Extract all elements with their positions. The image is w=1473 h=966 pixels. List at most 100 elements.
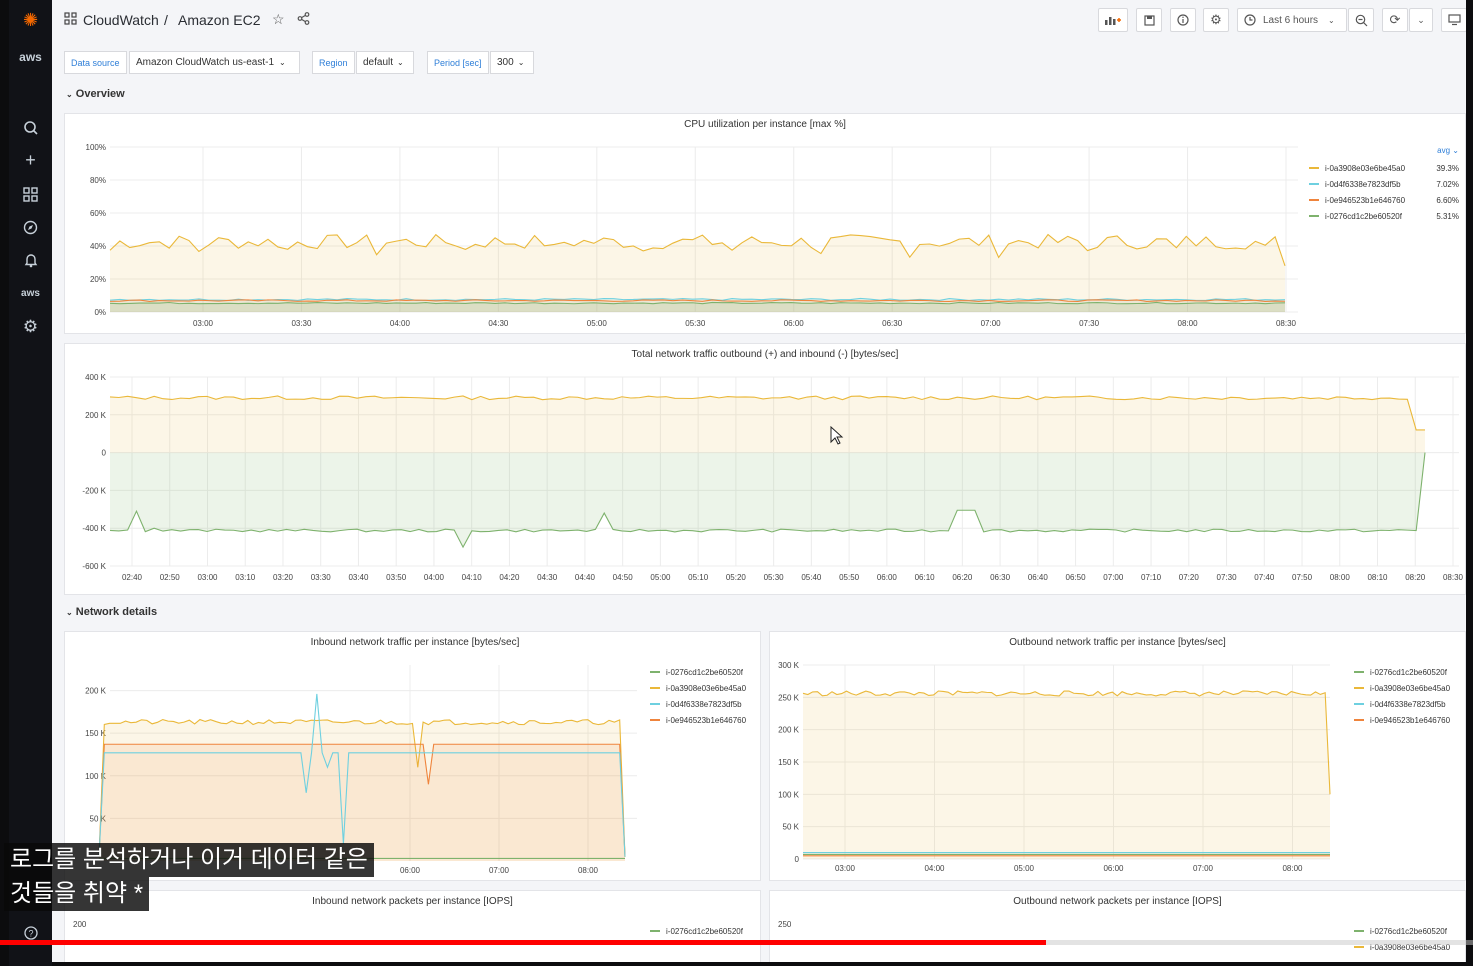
region-variable-select[interactable]: default ⌄ [356,51,414,74]
datasource-variable-value: Amazon CloudWatch us-east-1 [136,57,275,68]
panel-title[interactable]: Inbound network traffic per instance [by… [310,637,520,648]
x-tick-label: 06:30 [990,573,1011,582]
outbound-series-yellow-area [803,690,1330,859]
outbound-traffic-graph[interactable]: 300 K 250 K 200 K 150 K 100 K 50 K 0 03:00 04:00… [770,632,1466,882]
x-tick-label: 04:30 [537,573,558,582]
legend-item[interactable]: i-0276cd1c2be60520f [1354,923,1464,939]
datasource-variable-select[interactable]: Amazon CloudWatch us-east-1 ⌄ [129,51,300,74]
panel-title[interactable]: Total network traffic outbound (+) and i… [631,349,899,360]
legend-item[interactable]: i-0276cd1c2be60520f [1354,664,1464,680]
zoom-out-icon [1355,14,1367,26]
star-icon[interactable]: ☆ [272,11,285,27]
dashboards-grid-icon[interactable] [64,12,77,30]
x-tick-label: 05:30 [764,573,785,582]
info-icon [1177,14,1189,26]
grafana-logo-icon[interactable]: ✺ [22,9,39,30]
dashboards-icon[interactable] [9,183,52,205]
legend-item[interactable]: i-0a3908e03e6be45a0 39.3% [1309,160,1459,176]
chevron-down-icon: ⌄ [517,58,525,67]
x-tick-label: 05:40 [801,573,822,582]
total-network-traffic-graph[interactable]: 400 K 200 K 0 -200 K -400 K -600 K 02:40 02:50 0… [65,344,1466,596]
y-tick-label: 100 K [85,772,107,781]
zoom-out-button[interactable] [1348,8,1374,32]
info-button[interactable] [1170,8,1196,32]
panel-title[interactable]: Outbound network traffic per instance [b… [1009,637,1226,648]
traffic-inbound-area [110,452,1425,548]
clock-icon [1244,14,1256,26]
legend-item[interactable]: i-0e946523b1e646760 [1354,712,1464,728]
y-tick-label: -600 K [82,562,106,571]
x-tick-label: 03:20 [273,573,294,582]
x-tick-label: 06:20 [952,573,973,582]
y-tick-label: 0% [94,308,106,317]
legend-item[interactable]: i-0e946523b1e646760 [650,712,760,728]
refresh-button[interactable]: ⟳ [1382,8,1408,32]
breadcrumb-folder[interactable]: CloudWatch [83,12,159,28]
outbound-traffic-panel[interactable]: Outbound network traffic per instance [b… [769,631,1466,881]
legend-item[interactable]: i-0a3908e03e6be45a0 [650,680,760,696]
legend-item[interactable]: i-0276cd1c2be60520f [650,923,760,939]
inbound-packets-panel[interactable]: Inbound network packets per instance [IO… [64,890,761,962]
refresh-interval-dropdown[interactable]: ⌄ [1409,8,1433,32]
y-tick-label: 250 K [778,693,800,702]
gear-icon[interactable]: ⚙ [22,317,39,336]
breadcrumb-dashboard[interactable]: Amazon EC2 [178,12,261,28]
legend-item[interactable]: i-0a3908e03e6be45a0 [1354,939,1464,955]
outbound-series-yellow-line [802,690,1331,795]
help-icon[interactable]: ? [9,922,52,944]
time-picker-button[interactable]: Last 6 hours ⌄ [1237,8,1347,32]
video-progress-bar[interactable] [0,940,1473,945]
video-subtitle: 로그를 분석하거나 이거 데이터 같은 것들을 취약 * [4,843,374,911]
panel-title[interactable]: Outbound network packets per instance [I… [1013,896,1222,907]
cpu-series-1-area [110,234,1285,312]
cpu-utilization-graph[interactable]: 100% 80% 60% 40% 20% 0% 03:00 03:30 04:00 04:30 05… [65,114,1466,335]
y-tick-label: 250 [778,920,792,929]
search-icon[interactable] [9,117,52,139]
row-toggle-network-details[interactable]: ⌄ Network details [66,606,157,618]
x-tick-label: 06:00 [1103,864,1124,873]
x-tick-label: 07:40 [1254,573,1275,582]
total-network-traffic-panel[interactable]: Total network traffic outbound (+) and i… [64,343,1466,595]
inbound-traffic-graph[interactable]: 200 K 150 K 100 K 50 K 06:00 07:00 08:00 [65,632,762,882]
plus-icon[interactable]: + [25,149,36,170]
y-tick-label: 50 K [90,814,107,823]
legend-item[interactable]: i-0a3908e03e6be45a0 [1354,680,1464,696]
tv-mode-button[interactable] [1441,8,1466,32]
save-icon [1143,14,1155,26]
explore-icon[interactable] [9,216,52,238]
aws-icon[interactable]: aws [21,287,40,299]
y-tick-label: 200 K [778,726,800,735]
legend-item[interactable]: i-0276cd1c2be60520f [650,664,760,680]
share-icon[interactable] [297,12,310,30]
legend-item[interactable]: i-0276cd1c2be60520f 5.31% [1309,208,1459,224]
cpu-utilization-panel[interactable]: CPU utilization per instance [max %] 100… [64,113,1466,334]
alert-bell-icon[interactable] [9,249,52,271]
settings-button[interactable]: ⚙ [1203,8,1229,32]
x-tick-label: 08:00 [1282,864,1303,873]
save-dashboard-button[interactable] [1136,8,1162,32]
x-tick-label: 03:40 [348,573,369,582]
legend-item[interactable]: i-0d4f6338e7823df5b [1354,696,1464,712]
add-panel-button[interactable] [1098,8,1128,32]
period-variable-select[interactable]: 300 ⌄ [490,51,534,74]
inbound-traffic-panel[interactable]: Inbound network traffic per instance [by… [64,631,761,881]
legend-item[interactable]: i-0d4f6338e7823df5b 7.02% [1309,176,1459,192]
x-tick-label: 03:30 [311,573,332,582]
legend-item[interactable]: i-0e946523b1e646760 6.60% [1309,192,1459,208]
aws-logo-icon[interactable]: aws [19,50,42,64]
y-tick-label: 300 K [778,661,800,670]
x-tick-label: 04:10 [462,573,483,582]
sidebar: ✺ aws + aws ⚙ ? [9,0,52,966]
legend-item[interactable]: i-0d4f6338e7823df5b [650,696,760,712]
row-toggle-overview[interactable]: ⌄ Overview [66,88,125,100]
panel-title[interactable]: Inbound network packets per instance [IO… [312,896,513,907]
x-tick-label: 02:40 [122,573,143,582]
inbound-series-yellow-line [98,718,626,857]
x-tick-label: 05:10 [688,573,709,582]
inbound-series-orange-area [99,744,625,861]
x-tick-label: 07:30 [1079,319,1100,328]
x-tick-label: 04:00 [390,319,411,328]
outbound-packets-panel[interactable]: Outbound network packets per instance [I… [769,890,1466,962]
panel-title[interactable]: CPU utilization per instance [max %] [684,119,846,130]
legend-sort-header[interactable]: avg ⌄ [1437,146,1459,155]
